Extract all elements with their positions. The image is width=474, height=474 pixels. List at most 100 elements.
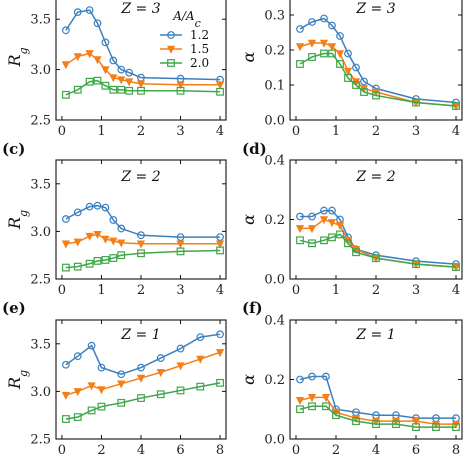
data-point: [328, 49, 336, 58]
data-point: [73, 8, 82, 17]
y-axis-label: α: [239, 214, 258, 225]
data-point: [335, 50, 345, 59]
data-point: [93, 201, 102, 210]
y-axis-label: Rg: [5, 370, 30, 390]
y-axis-label: Rg: [5, 210, 30, 230]
series-line-2.0: [299, 233, 457, 268]
y-tick-label: 3.0: [30, 63, 51, 78]
data-point: [73, 262, 82, 271]
data-point: [117, 65, 126, 74]
y-axis-label: Rg: [5, 47, 30, 67]
data-point: [320, 236, 328, 245]
data-point: [97, 386, 106, 395]
legend-marker: [167, 59, 175, 67]
x-tick-label: 4: [137, 443, 145, 458]
data-point: [61, 90, 70, 99]
data-point: [137, 363, 145, 372]
data-point: [196, 382, 205, 391]
x-tick-label: 4: [372, 443, 380, 458]
data-point: [432, 423, 440, 431]
data-point: [216, 246, 224, 255]
data-point: [136, 374, 146, 383]
data-point: [296, 212, 304, 221]
data-point: [109, 85, 118, 94]
x-tick-label: 1: [332, 283, 340, 298]
data-point: [372, 91, 380, 100]
data-point: [336, 60, 344, 68]
data-point: [296, 236, 304, 245]
data-point: [320, 206, 328, 215]
y-tick-label: 0.1: [264, 79, 285, 94]
legend-entry: 1.5: [190, 42, 209, 56]
data-point: [216, 87, 224, 96]
data-point: [136, 240, 146, 249]
data-point: [137, 249, 145, 258]
x-tick-label: 6: [176, 443, 184, 458]
series-line-2.0: [299, 52, 457, 107]
data-point: [216, 233, 224, 242]
data-point: [336, 230, 344, 239]
data-point: [327, 219, 337, 228]
data-point: [93, 56, 102, 65]
data-point: [61, 240, 71, 249]
series-line-1.2: [299, 17, 457, 104]
data-point: [308, 18, 316, 26]
series-line-2.0: [65, 249, 221, 269]
x-tick-label: 3: [412, 283, 420, 298]
data-point: [322, 402, 330, 411]
data-point: [73, 208, 82, 217]
x-tick-label: 0: [292, 443, 300, 458]
data-point: [452, 102, 460, 110]
legend-entry: 2.0: [190, 56, 209, 70]
data-point: [320, 14, 328, 23]
data-point: [452, 263, 460, 271]
x-tick-label: 2: [137, 283, 145, 298]
data-point: [85, 232, 94, 241]
data-point: [101, 235, 110, 244]
panel-1: 0 1 2 3 4 2.5 3.0 3.5 Rg Z = 3: [5, 0, 227, 139]
y-tick-label: 0.2: [264, 44, 285, 59]
panel-5: 0 2 4 6 8 2.5 3.0 3.5 Rg Z = 1 (e): [2, 299, 227, 458]
panel-6: 0 2 4 6 8 0.0 0.2 0.4 α Z = 1 (f): [239, 299, 463, 458]
data-point: [137, 394, 145, 402]
data-point: [295, 43, 305, 52]
data-point: [176, 386, 185, 395]
series-line-1.2: [65, 333, 221, 376]
data-point: [61, 360, 70, 369]
data-point: [352, 417, 360, 426]
data-point: [125, 86, 134, 95]
x-tick-label: 0: [58, 443, 66, 458]
data-point: [215, 81, 225, 90]
data-point: [328, 206, 336, 215]
data-point: [73, 85, 82, 94]
data-point: [411, 417, 421, 426]
data-point: [101, 203, 110, 212]
data-point: [137, 231, 145, 240]
data-point: [352, 63, 360, 72]
data-point: [125, 78, 134, 87]
legend-title: A/Ac: [172, 9, 201, 30]
data-point: [344, 239, 352, 248]
x-tick-label: 1: [97, 124, 105, 139]
x-tick-label: 8: [216, 443, 224, 458]
data-point: [136, 80, 146, 89]
data-point: [307, 394, 317, 403]
data-point: [392, 420, 400, 429]
plot-frame: [55, 159, 227, 280]
series-line-2.0: [299, 405, 456, 428]
data-point: [117, 76, 126, 85]
data-point: [61, 415, 70, 423]
y-tick-label: 0.0: [264, 433, 285, 448]
z-label: Z = 1: [355, 327, 395, 343]
data-point: [117, 224, 126, 233]
y-axis-label: α: [239, 51, 258, 62]
data-point: [296, 25, 304, 33]
z-label: Z = 1: [120, 327, 160, 343]
data-point: [215, 349, 225, 358]
data-point: [412, 423, 420, 431]
data-point: [125, 68, 134, 77]
data-point: [216, 330, 224, 339]
panel-letter: (c): [2, 140, 25, 158]
z-label: Z = 3: [120, 1, 160, 17]
legend-marker: [167, 31, 175, 39]
